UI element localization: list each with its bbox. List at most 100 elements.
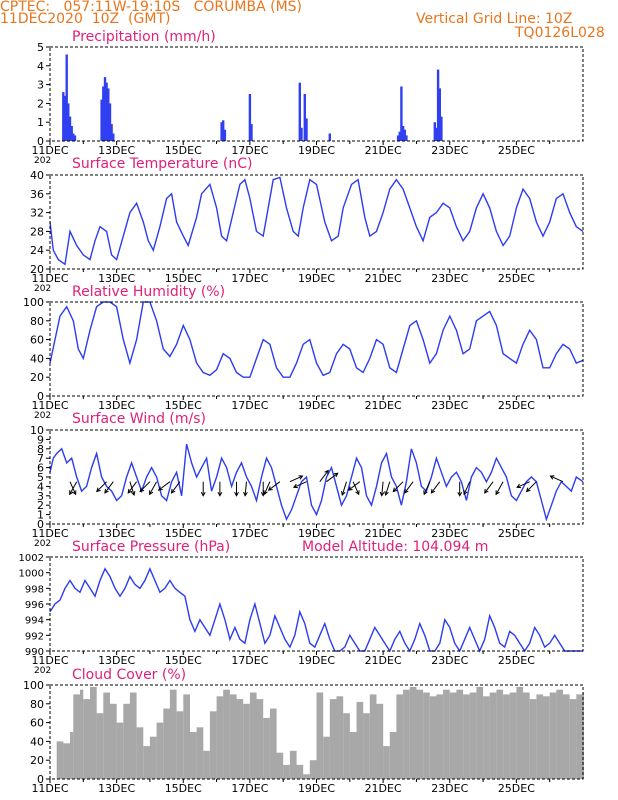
wind-arrow xyxy=(149,481,158,495)
cloud-bar xyxy=(183,694,190,779)
precip-xtick-label: 19DEC xyxy=(298,144,335,157)
cloud-xtick-label: 15DEC xyxy=(165,782,202,795)
rh-xtick-label: 21DEC xyxy=(365,399,402,412)
precip-bar xyxy=(433,122,436,141)
precip-bar xyxy=(70,126,73,141)
wind-title: Surface Wind (m/s) xyxy=(72,411,206,427)
temp-xtick-label: 25DEC xyxy=(498,272,535,285)
wind-arrowhead xyxy=(404,488,409,494)
rh-plot: 0 20 40 60 80 100 11DEC 13DEC 15DEC 17DEC 19DEC 21D… xyxy=(23,296,584,421)
temp-ytick-label: 32 xyxy=(30,207,44,220)
cloud-bar xyxy=(149,736,157,779)
wind-arrow xyxy=(158,481,171,491)
cloud-bar xyxy=(123,703,130,779)
temp-xtick-label: 15DEC xyxy=(165,272,202,285)
precip-bar xyxy=(102,86,105,141)
cloud-bar xyxy=(110,703,117,779)
cloud-bar xyxy=(456,689,464,779)
cloud-bar xyxy=(416,689,424,779)
precip-frame xyxy=(49,46,584,142)
pres-ytick-label: 990 xyxy=(25,647,44,658)
header-station-line: CPTEC: 057:11W-19:10S CORUMBA (MS) xyxy=(0,0,302,15)
cloud-bar xyxy=(549,692,557,779)
cloud-bar xyxy=(436,694,444,779)
cloud-bar xyxy=(223,689,230,779)
precip-bar xyxy=(401,126,405,141)
precip-year-label: 202 xyxy=(34,156,51,166)
wind-xtick-label: 21DEC xyxy=(365,527,402,540)
wind-xtick-label: 23DEC xyxy=(431,527,468,540)
cloud-bar xyxy=(129,692,137,779)
wind-arrow xyxy=(268,481,281,491)
cloud-bar xyxy=(216,696,224,779)
precip-bar xyxy=(73,135,77,141)
rh-ytick-label: 100 xyxy=(23,296,44,309)
model-altitude: Model Altitude: 104.094 m xyxy=(302,539,488,555)
cloud-bar xyxy=(276,752,284,779)
wind-year-label: 202 xyxy=(34,539,51,549)
cloud-plot: 0 20 40 60 80 100 11DEC 13DEC 15DEC 17DEC 19DEC 21D… xyxy=(23,679,584,795)
cloud-bar xyxy=(369,694,377,779)
pres-ytick-label: 996 xyxy=(25,600,44,611)
precip-bar xyxy=(107,88,110,141)
cloud-panel: Cloud Cover (%) xyxy=(72,667,186,683)
precip-bar xyxy=(405,135,408,141)
wind-ytick-label: 3 xyxy=(37,490,44,503)
header-grid-note: Vertical Grid Line: 10Z xyxy=(416,11,573,27)
precip-bar xyxy=(435,127,438,141)
cloud-bar xyxy=(523,692,530,779)
cloud-bar xyxy=(196,727,204,779)
pres-ytick-label: 1000 xyxy=(19,569,44,580)
wind-arrowhead xyxy=(200,491,206,497)
wind-arrow xyxy=(326,472,339,483)
cloud-bar xyxy=(483,696,490,779)
precip-bar xyxy=(110,124,113,141)
cloud-bar xyxy=(509,692,517,779)
cloud-bar xyxy=(256,699,264,779)
cloud-bar xyxy=(389,732,397,779)
temp-ytick-label: 40 xyxy=(30,169,44,182)
pres-xtick-label: 19DEC xyxy=(298,654,335,667)
temp-panel: Surface Temperature (nC) xyxy=(72,156,253,172)
cloud-bar xyxy=(103,692,110,779)
header-code: TQ0126L028 xyxy=(515,25,605,41)
precip-bar xyxy=(298,82,301,141)
cloud-bar xyxy=(403,689,410,779)
precip-bar xyxy=(68,116,72,141)
cloud-bar xyxy=(383,746,390,779)
cloud-ytick-label: 100 xyxy=(23,679,44,692)
cloud-bar xyxy=(56,741,64,779)
rh-ytick-label: 60 xyxy=(30,334,44,347)
wind-arrowhead xyxy=(217,491,223,497)
cloud-bar xyxy=(156,722,164,779)
wind-arrowhead xyxy=(157,486,163,491)
wind-arrowhead xyxy=(292,483,298,489)
cloud-ytick-label: 60 xyxy=(30,717,44,730)
temp-series-line xyxy=(49,176,584,266)
precip-xtick-label: 11DEC xyxy=(31,144,68,157)
wind-arrowhead xyxy=(149,490,154,496)
wind-arrowhead xyxy=(333,472,339,478)
precip-bar xyxy=(100,99,103,141)
cloud-bar xyxy=(463,694,470,779)
wind-arrow xyxy=(139,481,151,492)
precip-bar xyxy=(400,86,403,141)
precip-bar xyxy=(403,129,406,141)
precip-bar xyxy=(103,77,107,141)
cloud-bar xyxy=(569,699,577,779)
precip-bar xyxy=(398,131,401,141)
cloud-bar xyxy=(329,699,337,779)
pres-xtick-label: 23DEC xyxy=(431,654,468,667)
wind-ytick-label: 5 xyxy=(37,471,44,484)
cloud-title: Cloud Cover (%) xyxy=(72,667,186,683)
precip-bar xyxy=(108,103,112,141)
wind-arrowhead xyxy=(347,486,353,491)
precip-xtick-label: 15DEC xyxy=(165,144,202,157)
wind-ytick-label: 8 xyxy=(37,443,44,456)
pres-ytick-label: 1002 xyxy=(19,553,44,564)
wind-arrow xyxy=(319,470,329,483)
precip-bar xyxy=(438,88,441,141)
rh-ytick-label: 40 xyxy=(30,352,44,365)
wind-arrow xyxy=(104,481,114,494)
